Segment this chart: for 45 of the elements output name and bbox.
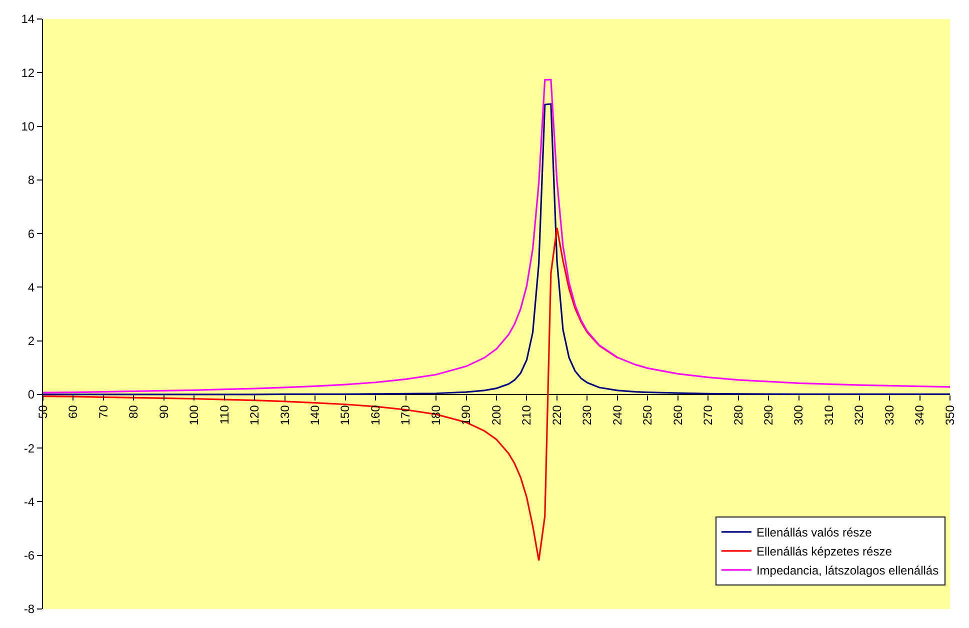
legend-label: Impedancia, látszolagos ellenállás [756, 564, 939, 578]
x-tick-label: 290 [762, 404, 776, 426]
x-tick-label: 230 [580, 404, 594, 426]
x-tick-label: 250 [640, 404, 655, 426]
x-tick-label: 160 [368, 404, 382, 426]
x-tick-label: 240 [610, 404, 624, 426]
y-tick-label: 10 [21, 119, 35, 134]
x-tick-label: 180 [428, 404, 443, 426]
x-tick-label: 200 [489, 404, 504, 426]
legend-label: Ellenállás valós része [756, 526, 872, 540]
x-tick-label: 280 [731, 404, 746, 426]
y-tick-label: 8 [28, 173, 35, 188]
x-tick-label: 310 [822, 404, 836, 426]
y-tick-label: -8 [24, 602, 35, 616]
x-tick-label: 190 [459, 404, 474, 426]
x-tick-label: 110 [217, 404, 232, 424]
x-tick-label: 140 [308, 404, 322, 426]
y-tick-label: 0 [28, 388, 35, 402]
x-tick-label: 100 [187, 404, 202, 426]
y-tick-label: -2 [24, 441, 35, 456]
y-tick-label: 12 [21, 66, 35, 80]
x-tick-label: 330 [882, 404, 896, 426]
y-tick-label: -6 [24, 548, 35, 563]
x-tick-label: 320 [852, 404, 866, 426]
x-tick-label: 300 [792, 404, 806, 426]
x-tick-label: 80 [126, 404, 141, 419]
x-tick-label: 70 [96, 404, 110, 419]
x-tick-label: 150 [338, 404, 352, 426]
x-tick-label: 130 [278, 404, 292, 426]
y-tick-label: 6 [28, 226, 35, 241]
legend-label: Ellenállás képzetes része [756, 544, 892, 559]
x-tick-label: 220 [550, 404, 564, 426]
x-tick-label: 120 [248, 404, 262, 426]
y-tick-label: -4 [24, 494, 35, 509]
x-tick-label: 210 [520, 404, 534, 426]
y-tick-label: 14 [21, 12, 35, 26]
x-tick-label: 350 [942, 404, 957, 426]
x-tick-label: 60 [66, 404, 80, 419]
y-tick-label: 4 [28, 280, 35, 294]
x-tick-label: 260 [670, 404, 685, 426]
x-tick-label: 90 [156, 404, 171, 419]
x-tick-label: 340 [912, 404, 927, 426]
x-tick-label: 170 [398, 404, 413, 426]
y-tick-label: 2 [28, 334, 35, 348]
x-tick-label: 270 [701, 404, 716, 426]
